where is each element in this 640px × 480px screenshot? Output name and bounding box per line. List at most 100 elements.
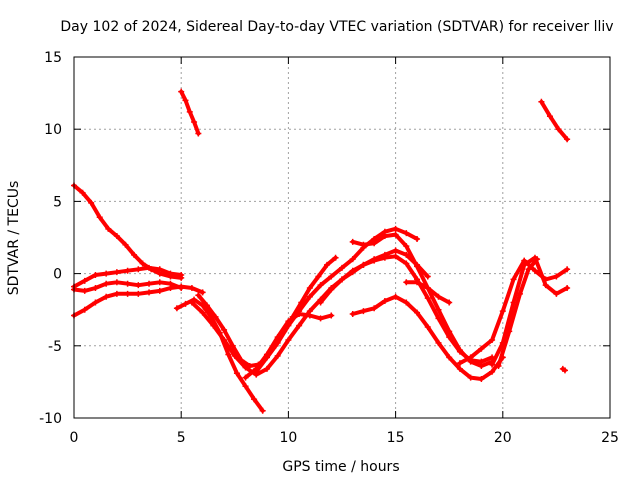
data-point [403,230,410,237]
data-point [96,214,103,221]
data-point [332,254,339,261]
data-point [296,311,303,318]
series-track-05 [174,297,265,413]
data-point [392,225,399,232]
chart-title: Day 102 of 2024, Sidereal Day-to-day VTE… [60,19,613,35]
x-tick-label: 25 [601,430,619,446]
data-point [392,253,399,260]
data-point [113,269,120,276]
y-tick-label: -5 [48,339,62,355]
data-point [103,270,110,277]
data-point [360,261,367,268]
x-tick-label: 15 [387,430,405,446]
data-point [135,290,142,297]
data-point [478,345,485,352]
y-axis-label: SDTVAR / TECUs [6,181,22,296]
data-point [306,312,313,319]
y-tick-label: -10 [39,411,62,427]
data-point [285,337,292,344]
data-point [210,322,217,329]
data-point [79,189,86,196]
plot-frame [73,56,611,419]
x-tick-label: 0 [70,430,79,446]
grid-lines [74,57,610,418]
data-point [178,88,185,95]
data-point [188,299,195,306]
data-point [478,376,485,383]
data-point [323,261,330,268]
data-point [113,279,120,286]
data-point [167,270,174,277]
data-point [88,199,95,206]
data-point [182,97,189,104]
data-point [371,305,378,312]
data-point [182,300,189,307]
data-point [478,363,485,370]
data-point [564,266,571,273]
data-point [274,352,281,359]
data-layer [71,88,571,414]
data-point [467,354,474,361]
data-point [506,328,513,335]
data-point [285,318,292,325]
data-point [371,240,378,247]
data-point [199,289,206,296]
data-point [424,273,431,280]
data-point [403,299,410,306]
data-point [195,130,202,137]
data-point [259,407,266,414]
data-point [392,293,399,300]
data-point [103,280,110,287]
data-point [349,256,356,263]
series-track-15 [490,255,570,367]
y-tick-label: 10 [44,122,62,138]
data-point [146,289,153,296]
data-point [339,264,345,271]
data-point [499,308,506,315]
data-point [113,290,120,297]
data-point [317,299,324,306]
data-point [146,280,153,287]
data-point [139,260,146,267]
data-point [242,374,249,381]
y-tick-label: 5 [53,194,62,210]
x-axis-label: GPS time / hours [282,459,399,475]
data-point [403,243,410,250]
data-point [392,231,399,238]
data-point [229,342,236,349]
data-point [317,315,324,322]
data-point [360,308,367,315]
data-point [231,352,238,359]
data-point [124,290,131,297]
data-point [274,334,281,341]
series-track-18 [539,99,570,142]
data-point [403,279,410,286]
data-point [521,261,528,268]
x-tick-label: 20 [494,430,512,446]
data-point [446,299,453,306]
data-point [103,293,110,300]
data-point [435,339,442,346]
data-point [538,98,545,105]
data-point [495,363,502,370]
data-point [92,272,99,279]
data-point [167,285,174,292]
data-point [531,267,538,274]
data-point [315,273,322,280]
x-tick-label: 5 [177,430,186,446]
data-point [403,260,410,267]
data-point [81,287,88,294]
data-point [510,276,517,283]
data-point [456,365,463,372]
data-point [328,273,335,280]
data-point [414,263,421,270]
data-point [489,368,496,375]
data-point [225,351,232,358]
data-point [221,326,228,333]
data-point [105,225,112,232]
data-point [339,276,345,283]
data-point [199,309,206,316]
data-point [414,309,421,316]
data-point [328,312,335,319]
